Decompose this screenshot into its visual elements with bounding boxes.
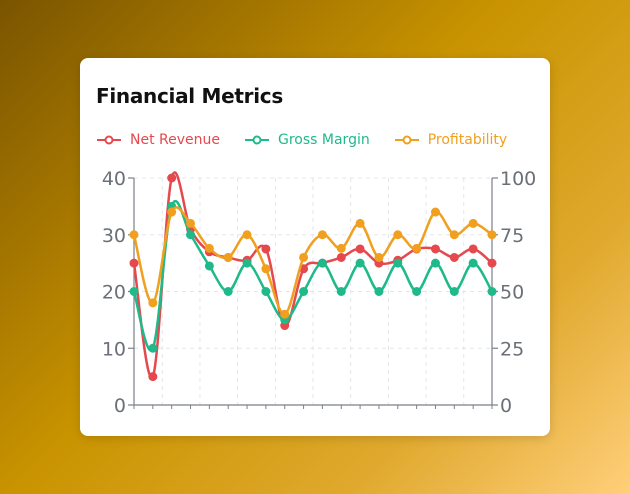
data-point-net-revenue	[468, 244, 478, 254]
data-point-profitability	[449, 230, 459, 240]
data-point-gross-margin	[186, 230, 196, 240]
data-point-gross-margin	[374, 287, 384, 296]
chart-title: Financial Metrics	[96, 84, 283, 108]
data-point-profitability	[223, 252, 233, 262]
data-point-net-revenue	[355, 244, 365, 254]
data-point-profitability	[280, 309, 290, 319]
data-point-profitability	[374, 252, 384, 262]
y-left-tick-label: 30	[102, 225, 126, 247]
data-point-gross-margin	[223, 287, 233, 296]
data-point-profitability	[393, 230, 403, 240]
data-point-profitability	[487, 230, 497, 240]
data-point-profitability	[412, 243, 422, 253]
legend-item-profitability[interactable]: Profitability	[394, 132, 507, 148]
legend-label-net-revenue: Net Revenue	[130, 132, 220, 148]
y-left-tick-label: 20	[102, 282, 126, 304]
line-chart: 0 10 20 30 40 0 25 50 75 100	[102, 168, 536, 417]
legend-item-gross-margin[interactable]: Gross Margin	[244, 132, 370, 148]
y-right-tick-label: 75	[500, 225, 524, 247]
data-point-gross-margin	[412, 287, 422, 296]
data-point-gross-margin	[355, 258, 365, 268]
data-point-gross-margin	[393, 258, 403, 268]
data-point-profitability	[204, 243, 214, 253]
data-point-gross-margin	[468, 258, 478, 268]
data-point-profitability	[336, 243, 346, 253]
data-point-net-revenue	[261, 244, 271, 254]
data-point-profitability	[167, 207, 177, 217]
legend-label-gross-margin: Gross Margin	[278, 132, 370, 148]
legend-label-profitability: Profitability	[427, 132, 508, 148]
y-left-tick-label: 40	[102, 168, 126, 190]
data-point-profitability	[129, 230, 139, 240]
gross-margin-legend-icon	[245, 135, 269, 145]
data-point-profitability	[242, 230, 252, 240]
net-revenue-legend-icon	[97, 135, 121, 145]
data-point-net-revenue	[430, 244, 440, 254]
data-point-profitability	[317, 230, 327, 240]
y-left-tick-label: 0	[114, 395, 126, 417]
y-right-tick-label: 0	[500, 395, 512, 417]
data-point-gross-margin	[299, 287, 309, 296]
data-point-profitability	[430, 207, 440, 217]
y-left-tick-label: 10	[102, 338, 126, 360]
data-point-gross-margin	[204, 261, 214, 271]
data-point-net-revenue	[148, 372, 158, 382]
data-point-gross-margin	[449, 287, 459, 296]
data-point-gross-margin	[317, 258, 327, 268]
legend-item-net-revenue[interactable]: Net Revenue	[96, 132, 220, 148]
data-point-net-revenue	[487, 258, 497, 268]
data-point-net-revenue	[167, 173, 177, 183]
y-right-tick-label: 100	[500, 168, 536, 190]
data-point-profitability	[186, 218, 196, 228]
chart-card: Financial Metrics Net Revenue Gross Marg…	[80, 58, 550, 436]
data-point-net-revenue	[336, 252, 346, 262]
data-point-profitability	[355, 218, 365, 228]
legend: Net Revenue Gross Margin Profitability	[96, 130, 531, 150]
data-point-profitability	[468, 218, 478, 228]
data-point-profitability	[299, 252, 309, 262]
data-point-gross-margin	[336, 287, 346, 296]
data-point-net-revenue	[449, 252, 459, 262]
data-point-gross-margin	[430, 258, 440, 268]
data-point-profitability	[261, 264, 271, 274]
data-point-net-revenue	[129, 258, 139, 268]
data-point-gross-margin	[487, 287, 497, 296]
data-point-gross-margin	[261, 287, 271, 296]
series-line-net-revenue	[132, 171, 493, 379]
y-right-tick-label: 25	[500, 338, 524, 360]
data-point-gross-margin	[148, 343, 158, 353]
data-point-gross-margin	[242, 258, 252, 268]
data-point-gross-margin	[129, 287, 139, 296]
data-point-profitability	[148, 298, 158, 308]
y-right-tick-label: 50	[500, 282, 524, 304]
profitability-legend-icon	[394, 135, 419, 145]
